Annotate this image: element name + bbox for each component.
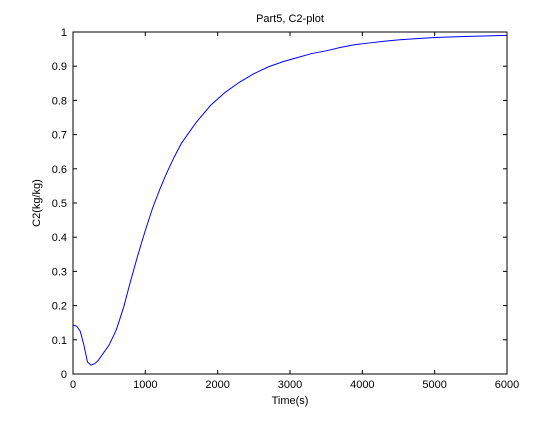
y-tick-label: 0.1 xyxy=(52,335,67,347)
y-tick-label: 0.8 xyxy=(52,95,67,107)
y-tick-label: 0.9 xyxy=(52,61,67,73)
x-tick-label: 0 xyxy=(70,379,76,391)
x-tick-label: 2000 xyxy=(205,379,229,391)
x-axis-label: Time(s) xyxy=(272,395,309,407)
y-tick-label: 0.7 xyxy=(52,130,67,142)
plot-area xyxy=(72,31,508,375)
x-tick-label: 6000 xyxy=(495,379,519,391)
y-tick-label: 0.6 xyxy=(52,164,67,176)
y-tick-label: 0 xyxy=(61,369,67,381)
chart-title: Part5, C2-plot xyxy=(256,13,324,25)
y-tick-label: 0.3 xyxy=(52,266,67,278)
x-tick-label: 3000 xyxy=(278,379,302,391)
y-axis-label: C2(kg/kg) xyxy=(31,179,43,227)
y-tick-label: 1 xyxy=(61,27,67,39)
series-line-0 xyxy=(72,34,508,366)
x-tick-label: 4000 xyxy=(350,379,374,391)
y-tick-label: 0.2 xyxy=(52,301,67,313)
x-tick-label: 5000 xyxy=(422,379,446,391)
x-tick-label: 1000 xyxy=(133,379,157,391)
y-tick-label: 0.5 xyxy=(52,198,67,210)
y-tick-label: 0.4 xyxy=(52,232,67,244)
